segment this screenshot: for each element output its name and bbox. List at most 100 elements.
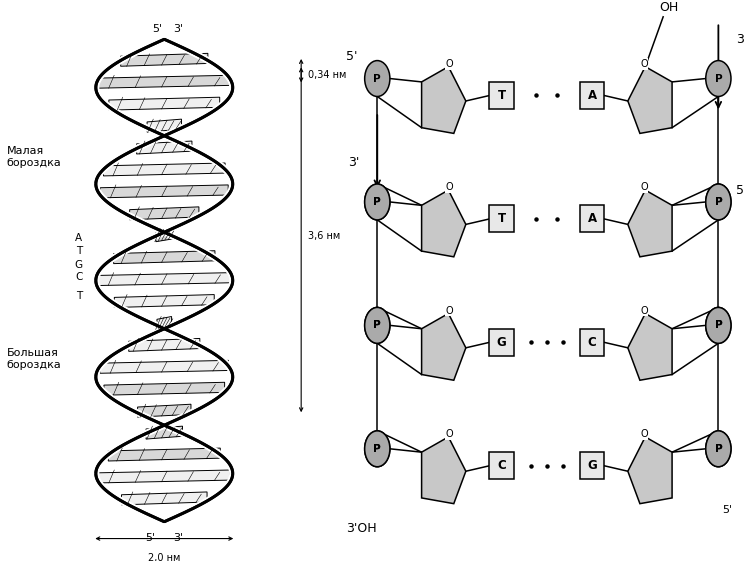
Polygon shape	[422, 314, 466, 380]
Text: 5': 5'	[153, 24, 162, 34]
Polygon shape	[100, 185, 228, 198]
Text: 2,0 нм: 2,0 нм	[148, 553, 181, 561]
Text: O: O	[446, 59, 454, 69]
Text: P: P	[373, 73, 381, 84]
Text: 5': 5'	[722, 505, 732, 515]
Circle shape	[706, 431, 731, 467]
Text: P: P	[373, 444, 381, 454]
Circle shape	[706, 431, 731, 467]
FancyBboxPatch shape	[580, 205, 604, 232]
Polygon shape	[109, 97, 219, 110]
Text: OH: OH	[659, 1, 679, 14]
Polygon shape	[97, 273, 231, 286]
Polygon shape	[147, 119, 182, 132]
FancyBboxPatch shape	[490, 452, 513, 479]
Text: 5': 5'	[736, 184, 744, 197]
Text: P: P	[373, 320, 381, 330]
FancyBboxPatch shape	[580, 329, 604, 356]
Circle shape	[365, 184, 390, 220]
Polygon shape	[146, 426, 182, 439]
Text: A: A	[588, 212, 597, 226]
Circle shape	[706, 307, 731, 343]
Polygon shape	[103, 163, 225, 176]
Text: P: P	[714, 73, 722, 84]
Text: A: A	[588, 89, 597, 102]
Text: P: P	[373, 320, 381, 330]
Text: Большая
бороздка: Большая бороздка	[7, 348, 62, 370]
Polygon shape	[114, 251, 215, 264]
Text: 3'OH: 3'OH	[346, 522, 376, 535]
Text: G: G	[587, 459, 597, 472]
Polygon shape	[129, 207, 199, 220]
Text: T: T	[76, 291, 82, 301]
Text: 3': 3'	[348, 156, 359, 169]
Circle shape	[365, 307, 390, 343]
Text: P: P	[714, 320, 722, 330]
Circle shape	[365, 61, 390, 96]
Polygon shape	[138, 404, 191, 417]
Polygon shape	[104, 382, 225, 395]
Circle shape	[706, 184, 731, 220]
Text: P: P	[714, 197, 722, 207]
FancyBboxPatch shape	[490, 82, 513, 109]
Text: C: C	[588, 335, 597, 349]
Circle shape	[706, 61, 731, 96]
Polygon shape	[121, 53, 208, 66]
FancyBboxPatch shape	[580, 452, 604, 479]
Polygon shape	[98, 470, 230, 483]
Polygon shape	[109, 448, 220, 461]
Text: P: P	[714, 320, 722, 330]
Polygon shape	[157, 316, 172, 329]
Polygon shape	[121, 492, 207, 505]
Polygon shape	[156, 229, 173, 242]
Text: G: G	[496, 335, 507, 349]
Polygon shape	[422, 67, 466, 134]
Text: O: O	[640, 59, 648, 69]
Text: O: O	[446, 182, 454, 192]
FancyBboxPatch shape	[490, 205, 513, 232]
Text: C: C	[75, 272, 83, 282]
Text: T: T	[76, 246, 82, 256]
Text: 3': 3'	[173, 24, 183, 34]
Polygon shape	[628, 314, 672, 380]
Text: 3': 3'	[173, 533, 183, 543]
Text: P: P	[714, 197, 722, 207]
FancyBboxPatch shape	[490, 329, 513, 356]
Polygon shape	[422, 437, 466, 504]
Text: T: T	[498, 89, 506, 102]
Text: O: O	[446, 306, 454, 316]
Circle shape	[706, 307, 731, 343]
Text: 0,34 нм: 0,34 нм	[308, 70, 347, 80]
Text: Малая
бороздка: Малая бороздка	[7, 146, 62, 168]
Polygon shape	[98, 75, 231, 88]
Polygon shape	[137, 141, 192, 154]
Text: O: O	[640, 182, 648, 192]
Text: P: P	[373, 444, 381, 454]
Text: O: O	[640, 429, 648, 439]
Text: A: A	[75, 233, 83, 243]
FancyBboxPatch shape	[580, 82, 604, 109]
Circle shape	[365, 307, 390, 343]
Circle shape	[706, 184, 731, 220]
Text: G: G	[74, 260, 83, 270]
Circle shape	[365, 184, 390, 220]
Circle shape	[365, 431, 390, 467]
Text: P: P	[373, 197, 381, 207]
Polygon shape	[628, 67, 672, 134]
Text: P: P	[373, 197, 381, 207]
Text: 5': 5'	[146, 533, 155, 543]
Text: O: O	[640, 306, 648, 316]
Polygon shape	[100, 360, 228, 373]
Text: P: P	[714, 444, 722, 454]
Text: 3': 3'	[736, 33, 744, 46]
Polygon shape	[115, 295, 214, 307]
Text: 3,6 нм: 3,6 нм	[308, 231, 340, 241]
Text: 5': 5'	[346, 49, 358, 63]
Text: T: T	[498, 212, 506, 226]
Text: C: C	[497, 459, 506, 472]
Polygon shape	[628, 190, 672, 257]
Polygon shape	[129, 338, 200, 351]
Polygon shape	[628, 437, 672, 504]
Polygon shape	[422, 190, 466, 257]
Circle shape	[365, 431, 390, 467]
